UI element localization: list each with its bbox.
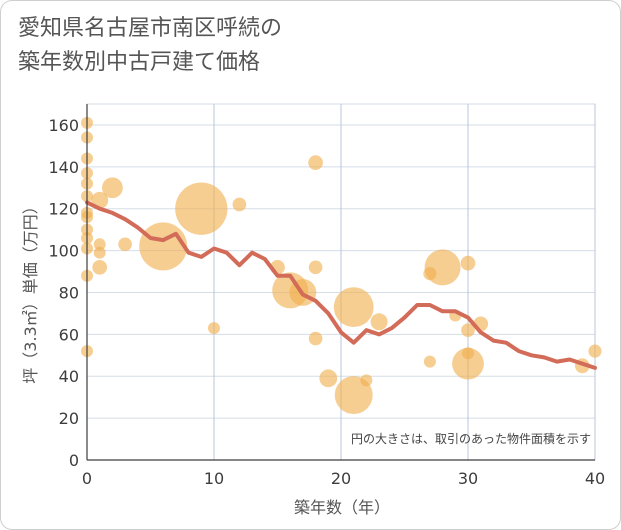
tick-labels: 0 20 40 60 80 100 120 140 160 0 10 20 30 40 (48, 116, 605, 488)
bubble (118, 237, 132, 252)
x-axis-title: 築年数（年） (294, 498, 390, 517)
bubble (319, 369, 338, 388)
y-tick-label: 140 (48, 158, 79, 177)
y-tick-label: 160 (48, 116, 79, 135)
y-tick-label: 80 (59, 283, 79, 302)
bubble (175, 182, 228, 235)
bubble (232, 197, 247, 212)
average-line-group (85, 200, 597, 370)
x-tick-label: 40 (585, 469, 605, 488)
bubble (308, 260, 323, 275)
bubble (139, 222, 188, 271)
bubbles (81, 116, 602, 415)
bubble (452, 347, 484, 380)
bubble (102, 177, 123, 199)
bubble (93, 246, 106, 259)
size-note: 円の大きさは、取引のあった物件面積を示す (351, 431, 591, 446)
y-tick-label: 120 (48, 200, 79, 219)
bubble (333, 287, 374, 328)
y-tick-label: 60 (59, 325, 79, 344)
y-tick-label: 20 (59, 409, 79, 428)
bubble (334, 376, 373, 415)
bubble (370, 313, 388, 331)
bubble (588, 344, 602, 358)
bubble (208, 322, 220, 335)
bubble (424, 249, 461, 286)
x-tick-label: 20 (331, 469, 351, 488)
bubble (308, 331, 323, 346)
x-tick-label: 0 (82, 469, 92, 488)
x-tick-label: 10 (204, 469, 224, 488)
y-tick-label: 0 (69, 451, 79, 470)
bubble (92, 259, 108, 275)
y-tick-label: 100 (48, 242, 79, 261)
y-tick-label: 40 (59, 367, 79, 386)
bubble (461, 323, 475, 338)
axes (86, 104, 595, 461)
chart-title: 愛知県名古屋市南区呼続の 築年数別中古戸建て価格 (18, 16, 283, 75)
bubble (423, 355, 436, 368)
y-axis-title: 坪（3.3㎡）単価（万円） (21, 198, 40, 383)
bubble (360, 374, 373, 387)
average-line (85, 200, 597, 370)
bubble (93, 238, 106, 251)
x-tick-label: 30 (458, 469, 478, 488)
bubble (460, 255, 476, 271)
bubble (308, 155, 323, 170)
